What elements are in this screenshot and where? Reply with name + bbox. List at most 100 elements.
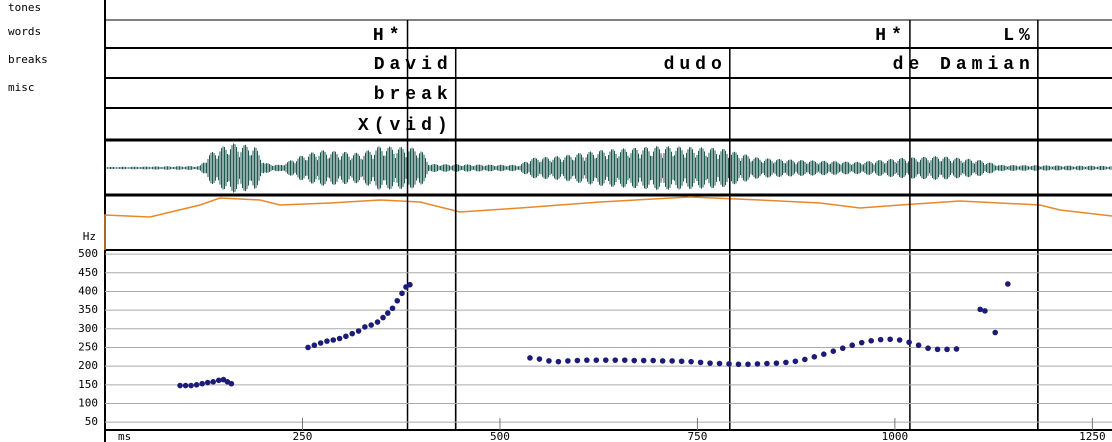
pitch-point: [343, 333, 349, 340]
tier-label: H*: [875, 26, 907, 46]
pitch-point: [536, 356, 543, 362]
tier-label: H*: [373, 26, 405, 46]
pitch-point: [330, 337, 337, 343]
pitch-point: [374, 319, 381, 325]
pitch-point: [394, 297, 401, 304]
pitch-point: [210, 379, 217, 385]
x-tick-label: 1250: [1079, 430, 1106, 442]
pitch-point: [621, 357, 628, 363]
pitch-point: [317, 340, 324, 346]
pitch-point: [877, 336, 884, 343]
pitch-point: [188, 382, 194, 389]
intensity-contour: [104, 196, 1112, 250]
pitch-point: [193, 382, 200, 388]
pitch-point: [896, 337, 903, 343]
pitch-point: [584, 357, 590, 363]
pitch-point: [555, 358, 562, 365]
pitch-point: [527, 355, 533, 361]
pitch-point: [820, 351, 827, 357]
pitch-point: [574, 357, 581, 364]
pitch-point: [906, 339, 912, 346]
pitch-point: [650, 357, 656, 364]
pitch-point: [228, 380, 235, 387]
y-tick-label: 300: [78, 322, 98, 335]
pitch-point: [977, 306, 983, 313]
pitch-point: [362, 324, 368, 330]
pitch-point: [868, 337, 874, 344]
tier-name: breaks: [8, 53, 48, 66]
pitch-point: [802, 356, 808, 363]
pitch-point: [716, 360, 723, 367]
pitch-point: [982, 308, 988, 314]
pitch-point: [773, 360, 780, 366]
pitch-point: [811, 354, 818, 360]
x-tick-label: 1000: [882, 430, 909, 442]
pitch-point: [887, 336, 893, 343]
tier-label: break: [374, 85, 453, 105]
pitch-point: [830, 348, 837, 355]
tier-name: words: [8, 25, 41, 38]
pitch-point: [659, 358, 666, 364]
pitch-point: [631, 357, 638, 364]
pitch-point: [858, 339, 865, 346]
y-tick-label: 150: [78, 378, 98, 391]
pitch-point: [707, 360, 713, 366]
pitch-point: [602, 357, 609, 363]
y-unit: Hz: [83, 230, 96, 243]
pitch-point: [399, 290, 405, 297]
tier-name: misc: [8, 81, 35, 94]
pitch-point: [1005, 281, 1011, 287]
pitch-point: [336, 335, 343, 342]
pitch-point: [678, 358, 685, 365]
pitch-point: [384, 310, 391, 316]
pitch-point: [944, 346, 950, 353]
y-tick-label: 250: [78, 340, 98, 353]
tier-label: dudo: [664, 55, 727, 75]
pitch-point: [349, 330, 356, 337]
pitch-point: [697, 359, 704, 366]
pitch-point: [688, 358, 694, 365]
pitch-point: [546, 358, 552, 364]
pitch-point: [992, 329, 999, 336]
pitch-point: [565, 358, 571, 364]
pitch-point: [792, 358, 799, 365]
x-unit: ms: [118, 430, 131, 442]
pitch-point: [177, 382, 183, 389]
pitch-point: [407, 281, 413, 288]
pitch-point: [355, 328, 362, 334]
pitch-point: [754, 361, 761, 367]
pitch-point: [735, 361, 742, 368]
pitch-point: [311, 342, 318, 349]
tier-name: tones: [8, 1, 41, 14]
tier-label: X(vid): [358, 116, 453, 136]
pitch-point: [593, 357, 600, 363]
pitch-point: [783, 359, 789, 366]
x-tick-label: 500: [490, 430, 510, 442]
y-tick-label: 50: [85, 415, 98, 428]
pitch-point: [915, 342, 922, 349]
y-tick-label: 100: [78, 396, 98, 409]
pitch-point: [305, 344, 311, 351]
frame: [104, 0, 1112, 442]
pitch-point: [849, 342, 856, 349]
pitch-point: [764, 360, 770, 367]
pitch-point: [204, 379, 211, 386]
pitch-point: [199, 380, 205, 387]
pitch-point: [640, 357, 647, 364]
y-tick-label: 450: [78, 266, 98, 279]
content: tones H* H* L% words David dudo de Damian breaks…: [8, 1, 1112, 442]
pitch-point: [389, 305, 396, 312]
pitch-point: [839, 345, 846, 352]
pitch-point: [182, 382, 189, 389]
pitch-point: [669, 358, 675, 364]
tier-label: David: [374, 55, 453, 75]
y-tick-label: 350: [78, 303, 98, 316]
y-tick-label: 400: [78, 284, 98, 297]
pitch-point: [925, 345, 931, 352]
pitch-point: [745, 361, 751, 368]
tier-label: de Damian: [893, 55, 1035, 75]
pitch-point: [368, 322, 374, 328]
y-tick-label: 200: [78, 359, 98, 372]
